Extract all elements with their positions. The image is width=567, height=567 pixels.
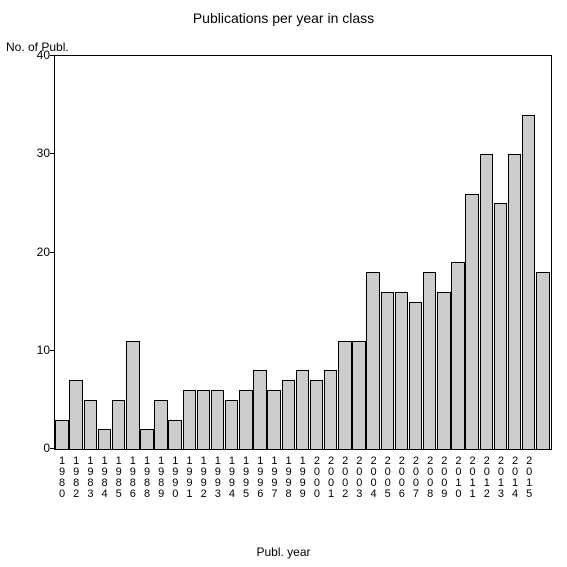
y-tick-label: 40 [37,48,50,62]
bar [366,272,379,449]
chart-container: Publications per year in class No. of Pu… [0,0,567,567]
bar [296,370,309,449]
bar [536,272,549,449]
bar [494,203,507,449]
x-tick-label: 1985 [111,454,125,532]
bar [98,429,111,449]
x-tick-label: 2011 [465,454,479,532]
bar [451,262,464,449]
bars-group [55,56,551,449]
x-tick-label: 2014 [507,454,521,532]
y-tick-label: 20 [37,245,50,259]
x-tick-label: 1986 [125,454,139,532]
x-tick-label: 2013 [493,454,507,532]
plot-area [54,55,552,450]
x-tick-label: 2008 [422,454,436,532]
x-labels: 1980198219831984198519861988198919901991… [54,454,552,532]
x-tick-label: 1994 [224,454,238,532]
bar [267,390,280,449]
bar [437,292,450,449]
y-tick-label: 10 [37,343,50,357]
x-tick-label: 2001 [323,454,337,532]
x-tick-label: 2009 [436,454,450,532]
x-tick-label: 2007 [408,454,422,532]
bar [395,292,408,449]
bar [55,420,68,449]
x-tick-label: 2010 [450,454,464,532]
x-tick-label: 1989 [153,454,167,532]
y-tick-label: 30 [37,146,50,160]
x-tick-label: 1996 [252,454,266,532]
bar [282,380,295,449]
bar [253,370,266,449]
bar [465,194,478,449]
chart-title: Publications per year in class [0,10,567,26]
bar [211,390,224,449]
bar [197,390,210,449]
bar [338,341,351,449]
bar [480,154,493,449]
y-tickmark [50,252,54,253]
x-tick-label: 1984 [96,454,110,532]
x-tick-label: 2002 [337,454,351,532]
bar [225,400,238,449]
x-tick-label: 1983 [82,454,96,532]
bar [409,302,422,449]
bar [126,341,139,449]
y-tickmark [50,153,54,154]
x-tick-label: 1998 [281,454,295,532]
x-tick-label: 1993 [210,454,224,532]
bar [352,341,365,449]
bar [239,390,252,449]
bar [381,292,394,449]
bar [183,390,196,449]
bar [154,400,167,449]
bar [140,429,153,449]
bar [69,380,82,449]
x-tick-label: 1995 [238,454,252,532]
x-tick-label: 2015 [521,454,535,532]
x-tick-label: 2005 [380,454,394,532]
x-tick-label: 2000 [309,454,323,532]
x-tick-label: 2004 [365,454,379,532]
x-tick-label: 1982 [68,454,82,532]
x-tick-label: 2003 [351,454,365,532]
x-tick-label: 1991 [181,454,195,532]
x-tick-label: 2012 [479,454,493,532]
x-tick-label: 1999 [295,454,309,532]
bar [168,420,181,449]
y-tickmark [50,448,54,449]
x-tick-label: 1980 [54,454,68,532]
bar [522,115,535,449]
x-axis-title: Publ. year [0,545,567,559]
bar [423,272,436,449]
bar [508,154,521,449]
y-tickmark [50,350,54,351]
x-tick-label: 1997 [266,454,280,532]
y-tickmark [50,55,54,56]
x-tick-label: 2006 [394,454,408,532]
y-tick-label: 0 [43,441,50,455]
x-tick-label: 1988 [139,454,153,532]
x-tick-label: 1992 [196,454,210,532]
bar [112,400,125,449]
x-tick-label: 1990 [167,454,181,532]
bar [324,370,337,449]
bar [84,400,97,449]
bar [310,380,323,449]
y-ticks: 010203040 [20,55,50,450]
